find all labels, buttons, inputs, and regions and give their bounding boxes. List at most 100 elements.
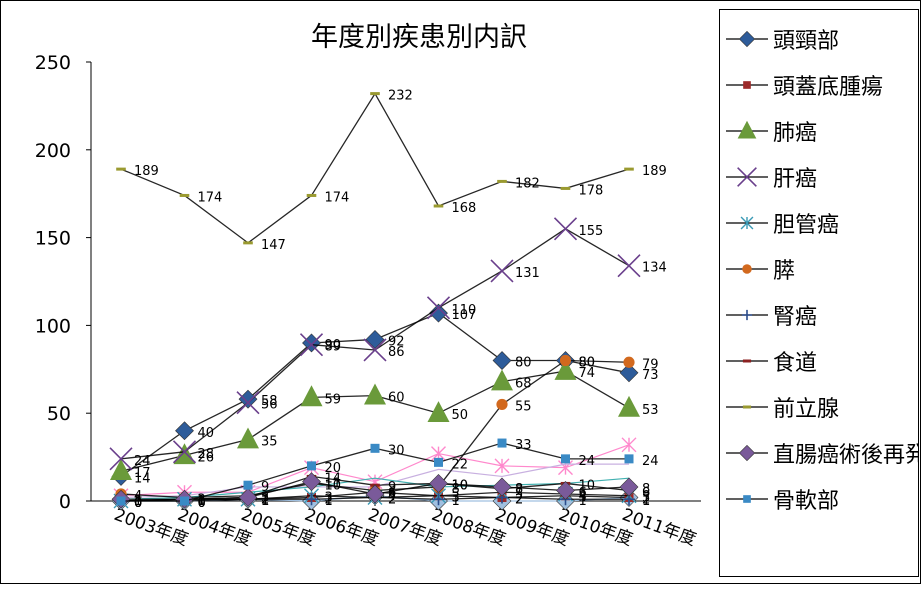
data-label: 10 [452,478,469,493]
data-label: 134 [642,261,667,276]
data-label: 17 [134,466,151,481]
data-label: 174 [198,190,223,205]
data-point [490,259,514,283]
data-label: 3 [452,491,460,506]
series-lines [109,92,641,511]
data-label: 10 [325,478,342,493]
data-label: 3 [642,491,650,506]
data-point [243,241,253,245]
data-label: 56 [261,398,278,413]
y-tick-label: 200 [35,140,71,162]
data-label: 1 [325,494,333,509]
y-tick-label: 50 [47,403,71,425]
data-point [553,217,578,241]
data-label: 0 [198,496,206,511]
data-label: 89 [325,340,342,355]
series-8 [116,92,634,245]
data-point [619,477,639,497]
data-label: 178 [579,183,604,198]
data-label: 110 [452,303,477,318]
data-point [116,496,126,506]
data-label: 7 [515,484,523,499]
data-label: 0 [134,496,142,511]
legend-item: 食道 [726,351,817,376]
data-label: 1 [261,494,269,509]
data-label: 5 [388,487,396,502]
data-label: 1 [261,494,269,509]
data-label: 2 [325,492,333,507]
data-point [556,481,575,500]
legend-marker [743,495,751,503]
data-label: 3 [579,491,587,506]
data-label: 74 [579,366,596,381]
legend-item: 肝癌 [726,167,817,192]
data-label: 0 [134,496,142,511]
data-label: 174 [325,190,350,205]
data-point [433,204,444,208]
data-label: 1 [642,494,650,509]
legend: 頭頸部 頭蓋底腫瘍 肺癌 肝癌 胆管癌膵腎癌 食道 前立腺 直腸癌術後再発 骨軟部 [719,9,923,577]
data-label: 182 [515,176,540,191]
data-point [561,454,570,464]
legend-item: 骨軟部 [726,489,839,514]
data-label: 3 [325,491,333,506]
data-label: 2 [388,492,396,507]
data-point [173,443,196,465]
legend-label: 膵 [773,259,795,284]
data-label: 73 [642,368,659,383]
data-point [237,427,259,449]
data-label: 6 [579,485,587,500]
data-label: 30 [388,443,405,458]
data-label: 24 [134,454,151,469]
data-label: 24 [642,454,659,469]
data-label: 4 [388,489,396,504]
legend-marker [741,309,753,321]
legend-label: 食道 [773,351,817,376]
data-label: 2 [642,492,650,507]
data-point [617,254,641,278]
data-label: 79 [642,357,659,372]
data-label: 4 [579,489,587,504]
series-line [120,92,630,244]
legend-marker [737,120,757,139]
data-point [370,443,380,453]
legend-label: 頭頸部 [773,29,839,54]
data-point [427,401,450,422]
data-label: 168 [452,201,477,216]
data-point [429,474,448,493]
data-label: 0 [134,496,142,511]
data-point [364,383,386,405]
data-label: 8 [452,482,460,497]
data-point [116,167,126,171]
data-point [180,496,189,506]
data-point [175,421,194,441]
data-label: 189 [642,164,667,179]
data-label: 58 [261,394,278,409]
legend-item: 前立腺 [726,397,839,422]
data-point [172,440,197,464]
data-label: 24 [579,454,596,469]
data-point [305,493,318,506]
data-point [179,193,190,197]
y-tick-label: 0 [59,491,71,513]
data-point [432,493,445,506]
legend-marker [738,30,756,48]
data-label: 86 [388,345,405,360]
data-point [299,333,324,357]
data-label: 8 [515,482,523,497]
data-point [494,458,510,474]
data-label: 50 [452,408,469,423]
data-label: 11 [325,477,342,492]
legend-item: 直腸癌術後再発 [726,443,923,468]
legend-label: 骨軟部 [773,489,839,514]
data-point [426,296,451,320]
series-10 [116,438,634,506]
data-point [243,480,253,490]
data-label: 28 [198,447,215,462]
legend-item: 頭蓋底腫瘍 [726,75,883,100]
data-label: 6 [388,485,396,500]
data-label: 10 [452,478,469,493]
data-point [370,92,380,96]
data-point [618,395,640,417]
